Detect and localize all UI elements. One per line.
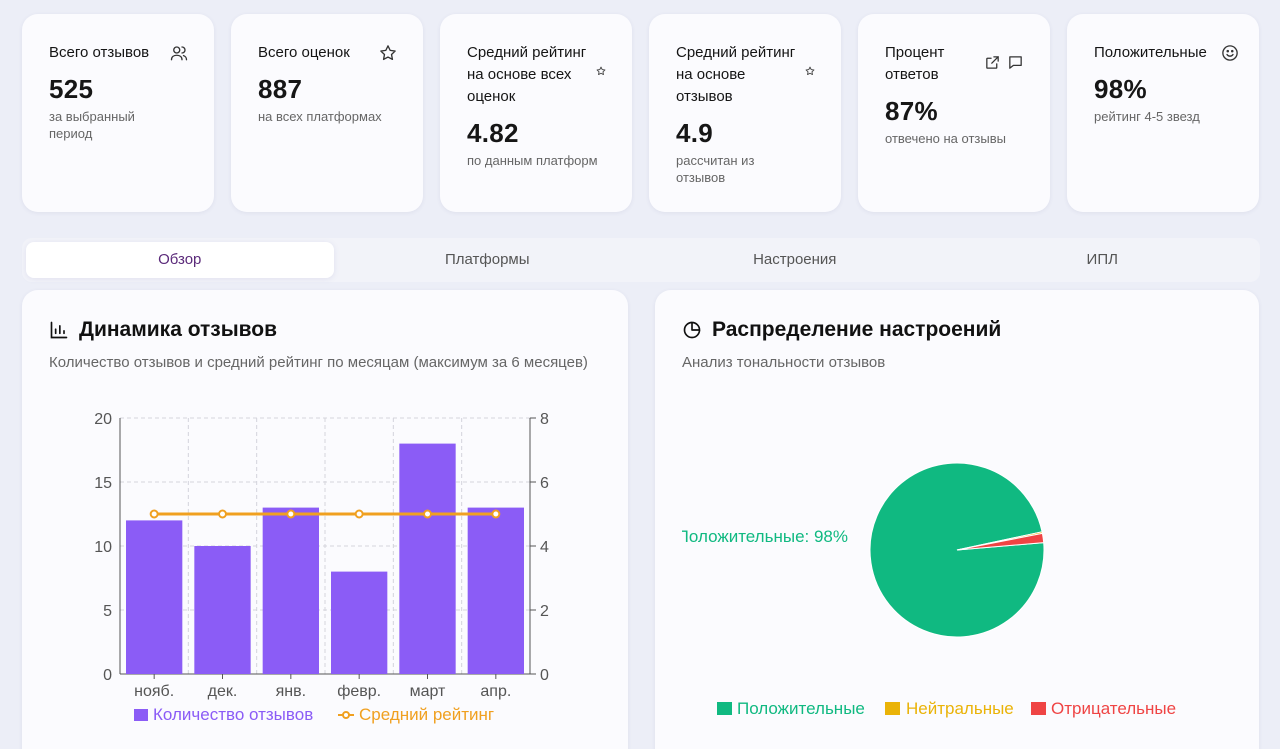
bar-chart-icon <box>50 321 68 339</box>
dynamics-description: Количество отзывов и средний рейтинг по … <box>49 354 588 371</box>
message-icon[interactable] <box>1007 54 1024 71</box>
tab-ipl[interactable]: ИПЛ <box>1086 251 1118 268</box>
rating-point <box>286 509 296 519</box>
legend-swatch-bars <box>134 709 148 721</box>
dynamics-chart: 0 5 10 15 20 0 2 4 6 8 нояб. дек. янв. февр. март апр. К… <box>94 411 549 724</box>
legend-swatch-0 <box>717 702 732 715</box>
x-tick-label: март <box>410 683 446 700</box>
bar <box>262 507 319 674</box>
stat-card-total-reviews: Всего отзывов 525 за выбранный период <box>22 14 214 212</box>
stat-value: 4.9 <box>676 118 714 148</box>
legend-label-bars: Количество отзывов <box>153 705 313 724</box>
rating-point <box>218 509 227 519</box>
stat-subtitle: на всех платформах <box>258 109 382 124</box>
stat-subtitle: рассчитан из отзывов <box>676 153 755 185</box>
legend-label-line: Средний рейтинг <box>359 705 494 724</box>
x-tick-label: дек. <box>208 683 238 700</box>
stat-value: 87% <box>885 96 938 126</box>
y-right-tick-label: 6 <box>540 475 549 492</box>
star-icon <box>380 45 396 61</box>
y-left-tick-label: 10 <box>94 539 112 556</box>
stat-title: Средний рейтинг на основе отзывов <box>676 44 796 105</box>
stat-value: 98% <box>1094 74 1147 104</box>
x-tick-label: февр. <box>337 683 381 700</box>
stat-card-response-rate: Процент ответов 87% отвечено на отзывы <box>858 14 1050 212</box>
bar <box>467 507 524 674</box>
stat-value: 887 <box>258 74 303 104</box>
stat-value: 4.82 <box>467 118 519 148</box>
sentiment-chart: Положительные: 98% Положительные Нейтральн… <box>677 462 1176 718</box>
sentiment-panel: Распределение настроений Анализ тонально… <box>655 290 1259 749</box>
pie-slice-negative <box>956 532 1045 551</box>
stat-subtitle: рейтинг 4-5 звезд <box>1094 109 1200 124</box>
stat-card-avg-rating-all: Средний рейтинг на основе всех оценок 4.… <box>440 14 632 212</box>
stat-title: Всего оценок <box>258 44 350 61</box>
legend-swatch-1 <box>885 702 900 715</box>
stat-value: 525 <box>49 74 94 104</box>
stat-card-total-ratings: Всего оценок 887 на всех платформах <box>231 14 423 212</box>
tab-platforms[interactable]: Платформы <box>444 251 530 268</box>
pie-label-positive: Положительные: 98% <box>677 527 848 546</box>
pie-chart-icon <box>683 321 701 339</box>
y-right-tick-label: 0 <box>540 667 549 684</box>
legend-label-0: Положительные <box>737 699 865 718</box>
smile-icon <box>1222 45 1238 61</box>
stat-card-positive: Положительные 98% рейтинг 4-5 звезд <box>1067 14 1259 212</box>
x-tick-label: янв. <box>276 683 306 700</box>
dynamics-title: Динамика отзывов <box>79 318 278 341</box>
rating-point <box>491 509 501 519</box>
small-star-icon <box>596 66 606 75</box>
stat-title: Средний рейтинг на основе всех оценок <box>467 44 587 105</box>
y-right-tick-label: 4 <box>540 539 549 556</box>
bar <box>194 546 251 674</box>
small-star-icon <box>805 66 815 75</box>
bar <box>399 443 456 674</box>
rating-point <box>423 509 432 519</box>
sentiment-title: Распределение настроений <box>712 318 1002 341</box>
sentiment-description: Анализ тональности отзывов <box>682 354 886 371</box>
legend-label-2: Отрицательные <box>1051 699 1176 718</box>
stat-title: Всего отзывов <box>49 44 150 61</box>
tab-overview[interactable]: Обзор <box>26 242 334 278</box>
stat-card-avg-rating-reviews: Средний рейтинг на основе отзывов 4.9 ра… <box>649 14 841 212</box>
legend-label-1: Нейтральные <box>906 699 1014 718</box>
users-icon <box>170 46 188 61</box>
y-left-tick-label: 5 <box>103 603 112 620</box>
stat-subtitle: за выбранный период <box>49 109 135 141</box>
rating-point <box>354 509 364 519</box>
rating-point <box>149 509 159 519</box>
tab-bar: Обзор Платформы Настроения ИПЛ <box>22 238 1260 282</box>
tab-sentiments[interactable]: Настроения <box>753 251 837 268</box>
stats-row: Всего отзывов 525 за выбранный период Вс… <box>22 14 1260 212</box>
legend-swatch-2 <box>1031 702 1046 715</box>
stat-title: Положительные <box>1094 44 1207 61</box>
x-tick-label: нояб. <box>134 683 174 700</box>
legend-swatch-point <box>342 711 350 719</box>
dynamics-panel: Динамика отзывов Количество отзывов и ср… <box>22 290 628 749</box>
y-left-tick-label: 0 <box>103 667 112 684</box>
y-right-tick-label: 2 <box>540 603 549 620</box>
y-left-tick-label: 15 <box>94 475 112 492</box>
bar <box>126 520 183 674</box>
x-tick-label: апр. <box>480 683 511 700</box>
stat-subtitle: по данным платформ <box>467 153 598 168</box>
external-link-icon[interactable] <box>984 54 1001 71</box>
stat-subtitle: отвечено на отзывы <box>885 131 1006 146</box>
y-left-tick-label: 20 <box>94 411 112 428</box>
y-right-tick-label: 8 <box>540 411 549 428</box>
bar <box>331 571 388 674</box>
stat-title: Процент ответов <box>885 44 945 83</box>
